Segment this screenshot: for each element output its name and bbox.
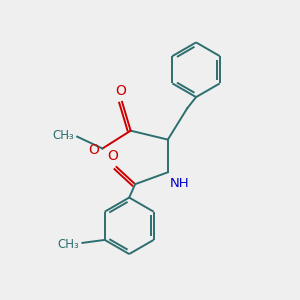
Text: O: O [107, 149, 118, 163]
Text: methyl: methyl [68, 136, 73, 137]
Text: O: O [115, 84, 126, 98]
Text: O: O [88, 143, 100, 157]
Text: NH: NH [170, 177, 190, 190]
Text: CH₃: CH₃ [58, 238, 80, 251]
Text: CH₃: CH₃ [52, 129, 74, 142]
